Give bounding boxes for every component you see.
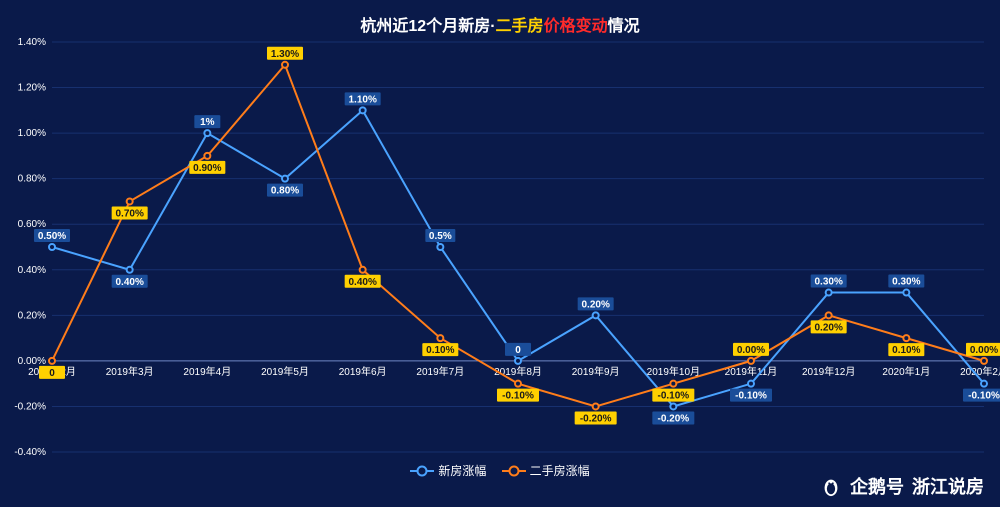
svg-text:1.00%: 1.00% bbox=[18, 128, 46, 139]
svg-text:1.40%: 1.40% bbox=[18, 37, 46, 48]
svg-text:2019年9月: 2019年9月 bbox=[572, 365, 620, 378]
penguin-icon bbox=[820, 475, 842, 497]
legend-label: 二手房涨幅 bbox=[530, 462, 590, 479]
svg-text:0.30%: 0.30% bbox=[892, 277, 920, 288]
svg-text:2020年2月: 2020年2月 bbox=[960, 365, 1000, 378]
svg-text:0.30%: 0.30% bbox=[814, 277, 842, 288]
svg-text:0.40%: 0.40% bbox=[115, 277, 143, 288]
watermark-brand: 企鹅号 bbox=[850, 473, 904, 499]
line-chart: -0.40% -0.20% 0.00% 0.20% 0.40% 0.60% 0.80% 1.0… bbox=[0, 0, 1000, 507]
svg-text:-0.10%: -0.10% bbox=[735, 391, 767, 402]
svg-text:0.00%: 0.00% bbox=[18, 356, 46, 367]
svg-text:-0.10%: -0.10% bbox=[657, 391, 689, 402]
svg-text:0.20%: 0.20% bbox=[814, 322, 842, 333]
watermark-author: 浙江说房 bbox=[912, 473, 984, 499]
legend-item-new: 新房涨幅 bbox=[410, 462, 486, 479]
svg-text:2019年12月: 2019年12月 bbox=[802, 365, 855, 378]
svg-text:2019年3月: 2019年3月 bbox=[106, 365, 154, 378]
svg-text:2019年4月: 2019年4月 bbox=[183, 365, 231, 378]
svg-text:0.80%: 0.80% bbox=[271, 186, 299, 197]
svg-text:2019年10月: 2019年10月 bbox=[647, 365, 700, 378]
svg-text:-0.10%: -0.10% bbox=[968, 391, 1000, 402]
svg-text:0.60%: 0.60% bbox=[18, 219, 46, 230]
svg-text:0.5%: 0.5% bbox=[429, 231, 452, 242]
svg-text:0.80%: 0.80% bbox=[18, 174, 46, 185]
svg-text:0.10%: 0.10% bbox=[892, 345, 920, 356]
svg-text:0.00%: 0.00% bbox=[970, 345, 998, 356]
svg-text:1.30%: 1.30% bbox=[271, 49, 299, 60]
svg-text:0.00%: 0.00% bbox=[737, 345, 765, 356]
watermark: 企鹅号 浙江说房 bbox=[820, 473, 984, 499]
svg-text:2020年1月: 2020年1月 bbox=[882, 365, 930, 378]
svg-text:2019年6月: 2019年6月 bbox=[339, 365, 387, 378]
svg-text:0.10%: 0.10% bbox=[426, 345, 454, 356]
chart-container: 杭州近12个月新房·二手房价格变动情况 -0.40% -0.20% 0.00% 0.2… bbox=[0, 0, 1000, 507]
svg-text:-0.20%: -0.20% bbox=[580, 413, 612, 424]
svg-text:0.20%: 0.20% bbox=[18, 310, 46, 321]
svg-text:-0.20%: -0.20% bbox=[657, 413, 689, 424]
svg-text:-0.20%: -0.20% bbox=[14, 401, 46, 412]
svg-text:-0.40%: -0.40% bbox=[14, 447, 46, 458]
svg-text:0: 0 bbox=[515, 345, 521, 356]
svg-text:0.40%: 0.40% bbox=[18, 265, 46, 276]
svg-text:0.70%: 0.70% bbox=[115, 208, 143, 219]
svg-text:1.20%: 1.20% bbox=[18, 83, 46, 94]
svg-text:0.50%: 0.50% bbox=[38, 231, 66, 242]
svg-text:-0.10%: -0.10% bbox=[502, 391, 534, 402]
svg-text:0: 0 bbox=[49, 368, 55, 379]
svg-text:0.20%: 0.20% bbox=[581, 299, 609, 310]
svg-text:2019年8月: 2019年8月 bbox=[494, 365, 542, 378]
chart-title: 杭州近12个月新房·二手房价格变动情况 bbox=[0, 12, 1000, 36]
svg-text:1%: 1% bbox=[200, 117, 215, 128]
svg-text:1.10%: 1.10% bbox=[348, 94, 376, 105]
svg-text:2019年7月: 2019年7月 bbox=[416, 365, 464, 378]
legend-label: 新房涨幅 bbox=[438, 462, 486, 479]
svg-text:0.90%: 0.90% bbox=[193, 163, 221, 174]
svg-text:2019年5月: 2019年5月 bbox=[261, 365, 309, 378]
svg-text:0.40%: 0.40% bbox=[348, 277, 376, 288]
legend-item-secondhand: 二手房涨幅 bbox=[502, 462, 590, 479]
